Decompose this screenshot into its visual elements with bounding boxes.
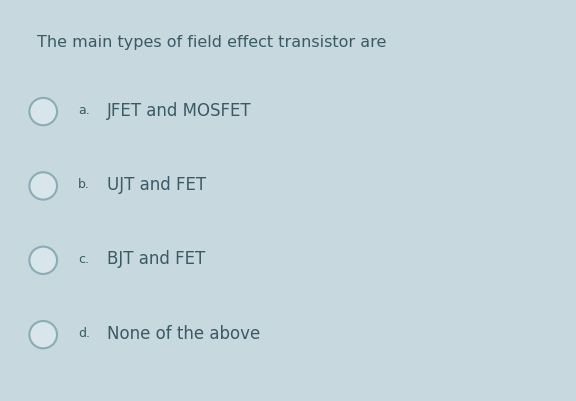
Text: b.: b. (78, 178, 90, 191)
Text: None of the above: None of the above (107, 324, 260, 342)
Text: a.: a. (78, 104, 89, 117)
Text: c.: c. (78, 252, 89, 265)
Ellipse shape (29, 99, 57, 126)
Ellipse shape (29, 321, 57, 348)
Text: The main types of field effect transistor are: The main types of field effect transisto… (37, 34, 387, 50)
Text: JFET and MOSFET: JFET and MOSFET (107, 101, 251, 119)
Ellipse shape (29, 173, 57, 200)
Ellipse shape (29, 247, 57, 274)
Text: UJT and FET: UJT and FET (107, 176, 206, 193)
Text: d.: d. (78, 326, 90, 339)
Text: BJT and FET: BJT and FET (107, 250, 205, 267)
